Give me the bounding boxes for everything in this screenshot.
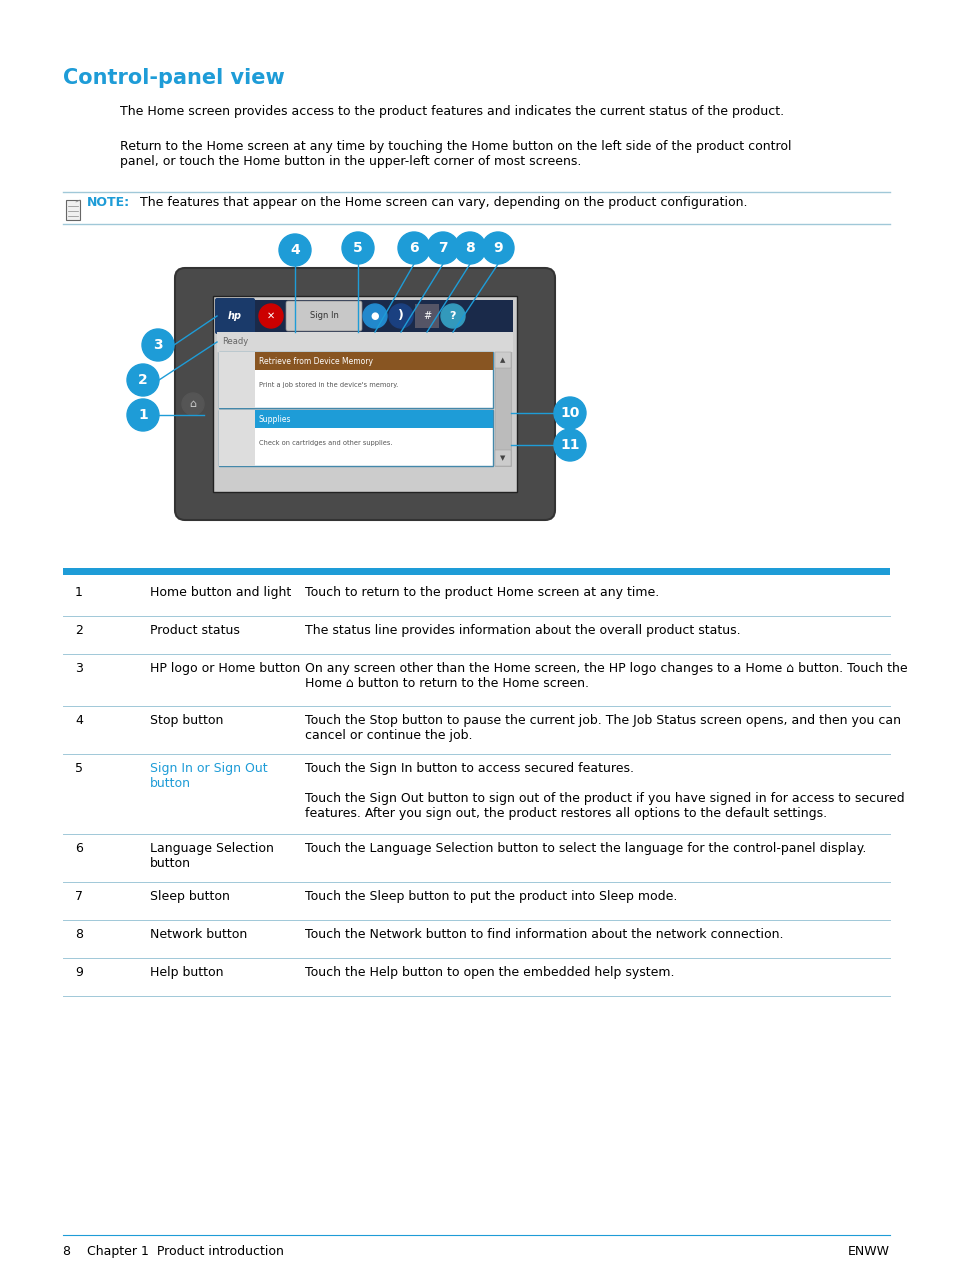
Text: 5: 5 (75, 762, 83, 775)
FancyBboxPatch shape (286, 301, 361, 331)
Circle shape (278, 234, 311, 265)
Text: Sign In or Sign Out
button: Sign In or Sign Out button (150, 762, 268, 790)
Text: Check on cartridges and other supplies.: Check on cartridges and other supplies. (258, 439, 392, 446)
FancyBboxPatch shape (63, 568, 889, 575)
Text: hp: hp (228, 311, 242, 321)
Text: #: # (422, 311, 431, 321)
FancyBboxPatch shape (219, 352, 493, 370)
Text: 3: 3 (75, 662, 83, 674)
Text: 6: 6 (75, 842, 83, 855)
Text: The Home screen provides access to the product features and indicates the curren: The Home screen provides access to the p… (120, 105, 783, 118)
Circle shape (127, 399, 159, 431)
Text: HP logo or Home button: HP logo or Home button (150, 662, 300, 674)
Text: ▼: ▼ (499, 455, 505, 461)
FancyBboxPatch shape (219, 410, 493, 466)
Text: Touch to return to the product Home screen at any time.: Touch to return to the product Home scre… (305, 585, 659, 599)
FancyBboxPatch shape (174, 268, 555, 519)
Text: Touch the Network button to find information about the network connection.: Touch the Network button to find informa… (305, 928, 782, 941)
Text: ▲: ▲ (499, 357, 505, 363)
Text: 3: 3 (153, 338, 163, 352)
Text: 8: 8 (75, 928, 83, 941)
Text: ?: ? (449, 311, 456, 321)
Circle shape (363, 304, 387, 328)
Text: Return to the Home screen at any time by touching the Home button on the left si: Return to the Home screen at any time by… (120, 140, 791, 168)
Text: 1: 1 (138, 408, 148, 422)
Text: Ready: Ready (222, 338, 248, 347)
Circle shape (389, 304, 413, 328)
Text: On any screen other than the Home screen, the HP logo changes to a Home ⌂ button: On any screen other than the Home screen… (305, 662, 906, 690)
Text: 6: 6 (409, 241, 418, 255)
Text: ENWW: ENWW (847, 1245, 889, 1259)
Text: 7: 7 (437, 241, 447, 255)
Text: Control-panel view: Control-panel view (63, 69, 284, 88)
Text: NOTE:: NOTE: (87, 196, 130, 210)
Circle shape (554, 429, 585, 461)
Circle shape (142, 329, 173, 361)
FancyBboxPatch shape (219, 410, 493, 428)
FancyBboxPatch shape (495, 450, 511, 466)
Text: Touch the Sign In button to access secured features.

Touch the Sign Out button : Touch the Sign In button to access secur… (305, 762, 903, 820)
Text: Retrieve from Device Memory: Retrieve from Device Memory (258, 357, 373, 366)
Circle shape (427, 232, 458, 264)
FancyBboxPatch shape (219, 352, 493, 408)
Text: 2: 2 (75, 624, 83, 638)
Text: 2: 2 (138, 373, 148, 387)
Text: 8: 8 (465, 241, 475, 255)
Circle shape (341, 232, 374, 264)
Circle shape (127, 364, 159, 396)
FancyBboxPatch shape (216, 300, 513, 331)
Text: Touch the Sleep button to put the product into Sleep mode.: Touch the Sleep button to put the produc… (305, 890, 677, 903)
FancyBboxPatch shape (219, 410, 254, 466)
Circle shape (397, 232, 430, 264)
Text: 11: 11 (559, 438, 579, 452)
Text: Product status: Product status (150, 624, 239, 638)
Text: Network button: Network button (150, 928, 247, 941)
Text: Home button and light: Home button and light (150, 585, 291, 599)
Text: Language Selection
button: Language Selection button (150, 842, 274, 870)
Text: 1: 1 (75, 585, 83, 599)
Circle shape (258, 304, 283, 328)
Text: 7: 7 (75, 890, 83, 903)
Text: 10: 10 (559, 406, 579, 420)
Text: Touch the Stop button to pause the current job. The Job Status screen opens, and: Touch the Stop button to pause the curre… (305, 714, 900, 742)
Text: ●: ● (371, 311, 379, 321)
Text: ✕: ✕ (267, 311, 274, 321)
Circle shape (440, 304, 464, 328)
Text: Supplies: Supplies (258, 414, 292, 423)
Text: Sleep button: Sleep button (150, 890, 230, 903)
FancyBboxPatch shape (214, 298, 254, 334)
Circle shape (554, 398, 585, 429)
Text: Sign In: Sign In (309, 311, 338, 320)
Text: The status line provides information about the overall product status.: The status line provides information abo… (305, 624, 740, 638)
Text: 4: 4 (290, 243, 299, 257)
Text: 8    Chapter 1  Product introduction: 8 Chapter 1 Product introduction (63, 1245, 284, 1259)
FancyBboxPatch shape (66, 199, 80, 220)
Text: Print a job stored in the device's memory.: Print a job stored in the device's memor… (258, 382, 397, 389)
Text: The features that appear on the Home screen can vary, depending on the product c: The features that appear on the Home scr… (140, 196, 747, 210)
Text: Touch the Language Selection button to select the language for the control-panel: Touch the Language Selection button to s… (305, 842, 865, 855)
FancyBboxPatch shape (216, 331, 513, 352)
FancyBboxPatch shape (415, 304, 438, 328)
Text: 9: 9 (493, 241, 502, 255)
Text: ): ) (397, 310, 403, 323)
Text: Touch the Help button to open the embedded help system.: Touch the Help button to open the embedd… (305, 966, 674, 979)
Text: Stop button: Stop button (150, 714, 223, 726)
FancyBboxPatch shape (213, 296, 517, 491)
Text: ⌂: ⌂ (190, 399, 196, 409)
Circle shape (454, 232, 485, 264)
FancyBboxPatch shape (495, 352, 511, 368)
Text: 9: 9 (75, 966, 83, 979)
Text: 5: 5 (353, 241, 362, 255)
Text: Help button: Help button (150, 966, 223, 979)
Text: 4: 4 (75, 714, 83, 726)
FancyBboxPatch shape (219, 352, 254, 408)
Circle shape (182, 392, 204, 415)
FancyBboxPatch shape (495, 352, 511, 466)
Circle shape (481, 232, 514, 264)
